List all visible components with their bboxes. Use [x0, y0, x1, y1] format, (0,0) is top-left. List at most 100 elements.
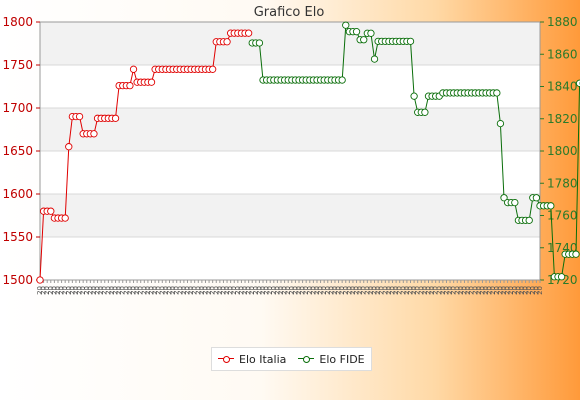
x-tick-label: 20	[50, 286, 58, 295]
right-tick-label: 1860	[547, 47, 578, 61]
data-point	[370, 55, 379, 63]
data-point	[90, 130, 98, 138]
x-tick-label: 20	[212, 286, 220, 295]
x-tick-label: 20	[255, 286, 263, 295]
right-tick-label: 1800	[547, 144, 578, 158]
x-tick-label: 20	[475, 286, 483, 295]
x-tick-label: 20	[137, 286, 145, 295]
x-tick-label: 20	[36, 286, 44, 295]
x-tick-label: 20	[374, 286, 382, 295]
x-tick-label: 20	[288, 286, 296, 295]
data-point	[557, 273, 566, 281]
x-tick-label: 20	[237, 286, 245, 295]
x-tick-label: 20	[496, 286, 504, 295]
data-point	[360, 36, 368, 44]
left-tick-label: 1550	[2, 230, 33, 244]
x-tick-label: 20	[518, 286, 526, 295]
x-tick-label: 20	[417, 286, 425, 295]
x-tick-label: 20	[101, 286, 109, 295]
left-tick-label: 1650	[2, 144, 33, 158]
x-tick-label: 20	[299, 286, 307, 295]
x-tick-label: 20	[133, 286, 141, 295]
x-tick-label: 20	[302, 286, 310, 295]
x-tick-label: 20	[201, 286, 209, 295]
x-tick-label: 20	[169, 286, 177, 295]
data-point	[36, 276, 44, 284]
x-tick-label: 20	[245, 286, 253, 295]
right-tick-label: 1820	[547, 112, 578, 126]
x-tick-label: 20	[381, 286, 389, 295]
x-tick-label: 20	[511, 286, 519, 295]
data-point	[547, 202, 555, 210]
x-tick-label: 20	[219, 286, 227, 295]
x-tick-label: 20	[155, 286, 163, 295]
data-point	[223, 38, 231, 46]
data-point	[111, 114, 120, 122]
x-tick-label: 20	[270, 286, 278, 295]
x-tick-label: 20	[360, 286, 368, 295]
x-tick-label: 20	[396, 286, 404, 295]
left-tick-label: 1500	[2, 273, 33, 287]
x-tick-label: 20	[335, 286, 343, 295]
x-tick-label: 20	[263, 286, 271, 295]
x-tick-label: 20	[414, 286, 422, 295]
x-tick-label: 20	[295, 286, 303, 295]
x-tick-label: 20	[144, 286, 152, 295]
x-tick-label: 20	[158, 286, 166, 295]
x-tick-label: 20	[532, 286, 540, 295]
x-tick-label: 20	[313, 286, 321, 295]
x-tick-label: 20	[54, 286, 62, 295]
data-point	[410, 92, 418, 100]
x-tick-label: 20	[450, 286, 458, 295]
data-point	[525, 216, 533, 224]
x-tick-label: 20	[266, 286, 274, 295]
x-tick-label: 20	[198, 286, 206, 295]
x-tick-label: 20	[460, 286, 468, 295]
x-tick-label: 20	[40, 286, 48, 295]
x-tick-label: 20	[230, 286, 238, 295]
x-tick-label: 20	[345, 286, 353, 295]
data-point	[61, 214, 69, 222]
x-tick-label: 20	[385, 286, 393, 295]
series-elo-italia	[36, 29, 253, 284]
x-tick-label: 20	[309, 286, 317, 295]
legend-swatch-fide	[298, 354, 315, 364]
x-tick-label: 20	[104, 286, 112, 295]
x-tick-label: 20	[43, 286, 51, 295]
left-tick-label: 1750	[2, 58, 33, 72]
x-tick-label: 20	[471, 286, 479, 295]
x-tick-label: 20	[421, 286, 429, 295]
x-tick-label: 20	[140, 286, 148, 295]
legend-label-italia: Elo Italia	[239, 352, 287, 366]
x-tick-label: 20	[439, 286, 447, 295]
x-tick-label: 20	[349, 286, 357, 295]
x-tick-label: 20	[424, 286, 432, 295]
x-tick-label: 20	[273, 286, 281, 295]
data-point	[65, 143, 73, 151]
x-tick-label: 20	[453, 286, 461, 295]
x-tick-label: 20	[227, 286, 235, 295]
data-point	[532, 194, 541, 202]
x-tick-label: 20	[259, 286, 267, 295]
x-tick-label: 20	[252, 286, 260, 295]
x-tick-label: 20	[216, 286, 224, 295]
chart-title: Grafico Elo	[254, 5, 325, 20]
x-tick-label: 20	[281, 286, 289, 295]
x-tick-label: 20	[83, 286, 91, 295]
left-tick-label: 1700	[2, 101, 33, 115]
grid-band	[40, 108, 540, 151]
series-elo-fide	[248, 21, 580, 281]
x-tick-label: 20	[392, 286, 400, 295]
x-tick-label: 20	[165, 286, 173, 295]
x-tick-label: 20	[97, 286, 105, 295]
x-tick-label: 20	[72, 286, 80, 295]
data-point	[342, 21, 350, 29]
x-tick-label: 20	[79, 286, 87, 295]
x-tick-label: 20	[482, 286, 490, 295]
right-tick-label: 1880	[547, 15, 578, 29]
x-tick-label: 20	[130, 286, 138, 295]
x-tick-label: 20	[331, 286, 339, 295]
x-tick-label: 20	[68, 286, 76, 295]
x-tick-label: 20	[399, 286, 407, 295]
